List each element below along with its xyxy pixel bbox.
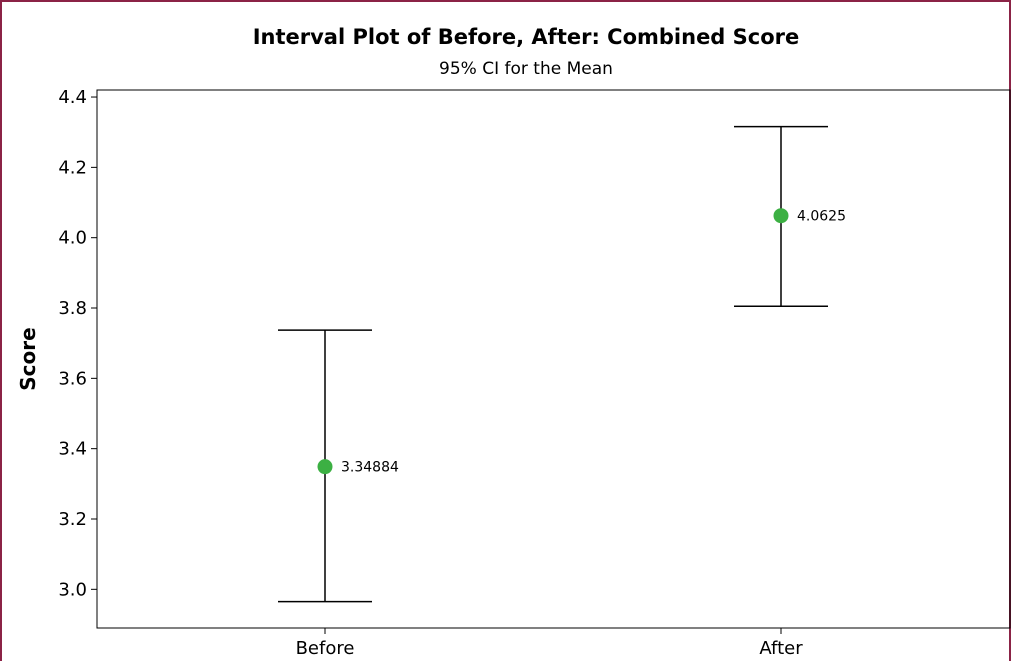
y-axis-label: Score [16,327,40,390]
y-tick-label: 4.0 [58,228,87,249]
y-tick-label: 3.4 [58,439,87,460]
x-axis: Before After [296,628,803,659]
y-tick-label: 4.4 [58,87,87,108]
y-tick-label: 3.8 [58,298,87,319]
mean-label: 3.34884 [341,460,399,476]
interval-series: 3.34884 4.0625 [278,125,846,603]
chart-title: Interval Plot of Before, After: Combined… [253,25,800,49]
mean-point [317,459,333,475]
y-tick-label: 3.2 [58,509,87,530]
mean-label: 4.0625 [797,209,846,225]
y-tick-label: 4.2 [58,157,87,178]
x-tick-label: After [759,638,803,659]
x-tick-label: Before [296,638,355,659]
y-tick-label: 3.0 [58,579,87,600]
y-axis: 3.0 3.2 3.4 3.6 3.8 4.0 4.2 4.4 [58,87,97,600]
y-tick-label: 3.6 [58,368,87,389]
chart-subtitle: 95% CI for the Mean [439,59,613,79]
plot-area [96,89,1011,629]
mean-point [773,208,789,224]
